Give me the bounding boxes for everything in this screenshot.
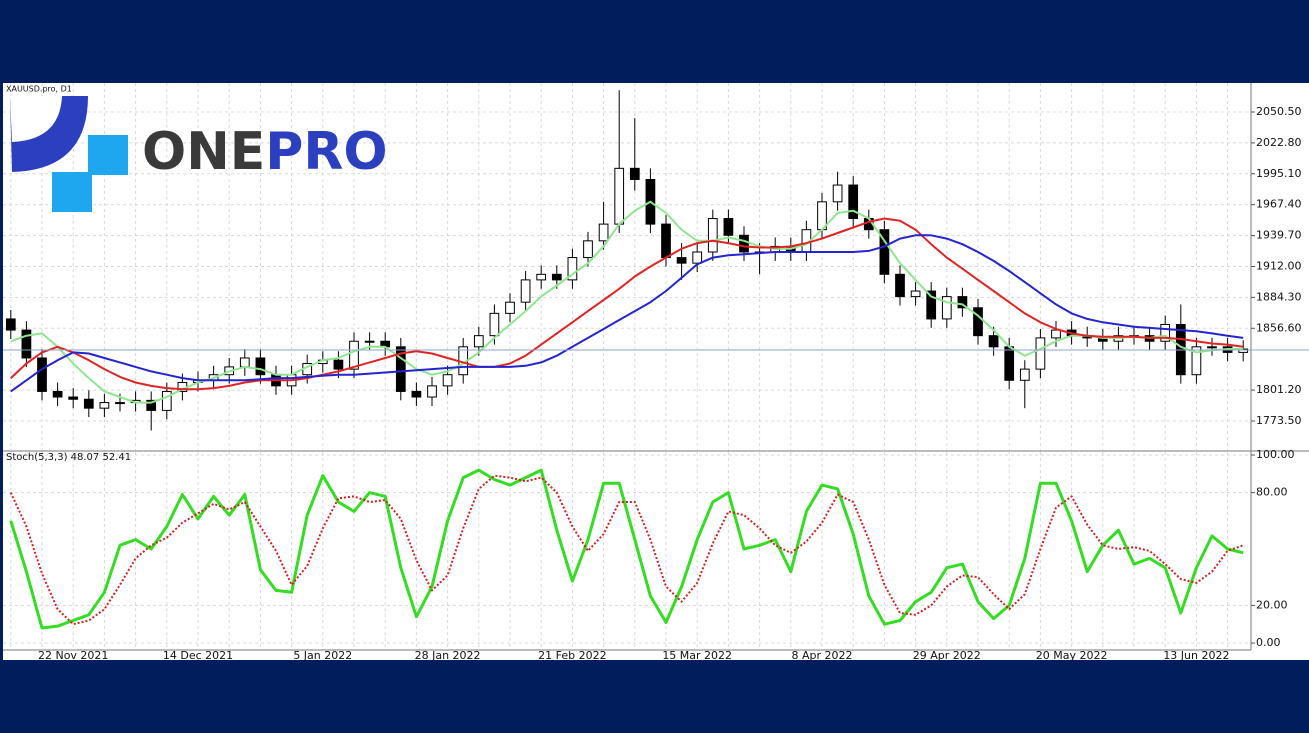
y-tick-label: 1995.10 — [1256, 167, 1302, 180]
logo-square — [52, 172, 92, 212]
x-tick-label: 29 Apr 2022 — [913, 649, 981, 662]
candle-body — [1019, 368, 1030, 381]
x-tick-label: 15 Mar 2022 — [662, 649, 732, 662]
candle-body — [239, 357, 250, 368]
candle-body — [676, 257, 687, 264]
candle-body — [427, 385, 437, 398]
candle-body — [68, 396, 79, 400]
candle-body — [364, 340, 375, 343]
candle-body — [848, 184, 859, 220]
candle-body — [692, 251, 703, 264]
y-tick-label: 1773.50 — [1256, 414, 1302, 427]
candle-body — [489, 312, 500, 337]
y-tick-label: 1801.20 — [1256, 383, 1302, 396]
x-tick-label: 5 Jan 2022 — [293, 649, 352, 662]
candle-body — [707, 218, 718, 253]
candle-body — [941, 296, 952, 320]
candle-body — [1207, 346, 1217, 349]
candle-body — [973, 307, 983, 337]
candle-body — [895, 273, 905, 298]
y-tick-label: 2050.50 — [1256, 105, 1302, 118]
series-line — [9, 474, 1244, 626]
candle-body — [598, 223, 609, 242]
candle-body — [879, 229, 890, 275]
candle-body — [614, 167, 625, 225]
candle-body — [583, 240, 593, 259]
x-tick-label: 20 May 2022 — [1036, 649, 1108, 662]
candle-body — [255, 357, 266, 376]
x-tick-label: 21 Feb 2022 — [538, 649, 606, 662]
candle-body — [473, 335, 484, 348]
x-tick-label: 8 Apr 2022 — [791, 649, 852, 662]
candle-body — [1160, 324, 1171, 342]
y-tick-label: 100.00 — [1256, 448, 1295, 461]
candle-body — [161, 390, 172, 411]
logo-arc-cut — [10, 96, 62, 142]
candle-body — [1004, 346, 1015, 381]
candle-body — [505, 301, 515, 314]
logo-square — [88, 135, 128, 175]
y-tick-label: 1912.00 — [1256, 260, 1302, 273]
candle-body — [146, 399, 157, 411]
candle-body — [551, 273, 562, 281]
logo-text: ONEPRO — [142, 122, 388, 182]
candle-body — [5, 318, 16, 331]
logo: ONEPRO — [10, 96, 388, 212]
series-line — [9, 468, 1244, 630]
x-tick-label: 13 Jun 2022 — [1163, 649, 1229, 662]
y-tick-label: 2022.80 — [1256, 136, 1302, 149]
candle-body — [739, 234, 749, 253]
stoch-title: Stoch(5,3,3) 48.07 52.41 — [6, 452, 131, 463]
candle-body — [37, 357, 47, 392]
candle-body — [629, 167, 640, 180]
y-tick-label: 1884.30 — [1256, 290, 1302, 303]
chart-layer: 22 Nov 2021 14 Dec 2021 5 Jan 2022 28 Jan 2… — [3, 83, 1309, 662]
logo-one: ONE — [142, 122, 265, 182]
candle-body — [1191, 346, 1202, 376]
candle-body — [83, 398, 94, 409]
candle-body — [395, 346, 406, 392]
candle-body — [910, 290, 921, 298]
y-tick-label: 1967.40 — [1256, 198, 1302, 211]
candle-body — [1238, 348, 1249, 353]
x-tick-label: 28 Jan 2022 — [415, 649, 481, 662]
candle-body — [1035, 337, 1046, 370]
candle-body — [723, 218, 734, 236]
candle-body — [957, 296, 968, 309]
y-tick-label: 1939.70 — [1256, 229, 1302, 242]
y-tick-label: 1856.60 — [1256, 321, 1302, 334]
candle-body — [661, 223, 671, 259]
symbol-label: XAUUSD.pro, D1 — [6, 85, 72, 94]
candle-body — [926, 290, 937, 320]
candle-body — [333, 359, 344, 370]
candle-body — [21, 329, 32, 359]
series-line — [10, 234, 1244, 393]
logo-pro: PRO — [265, 122, 387, 182]
candle-body — [99, 402, 110, 409]
candle-body — [411, 390, 422, 398]
x-tick-label: 22 Nov 2021 — [38, 649, 108, 662]
candle-body — [442, 374, 453, 387]
candle-body — [567, 257, 578, 281]
y-tick-label: 20.00 — [1256, 598, 1288, 611]
candle-body — [536, 273, 547, 281]
candle-body — [52, 390, 63, 398]
candle-body — [520, 279, 531, 303]
candle-body — [115, 402, 125, 405]
candle-body — [1051, 329, 1061, 339]
x-tick-label: 14 Dec 2021 — [163, 649, 233, 662]
candle-body — [988, 335, 999, 348]
candle-body — [349, 340, 359, 370]
y-tick-label: 80.00 — [1256, 486, 1288, 499]
series-line — [10, 217, 1244, 391]
y-tick-label: 0.00 — [1256, 636, 1281, 649]
candle-body — [832, 184, 843, 203]
